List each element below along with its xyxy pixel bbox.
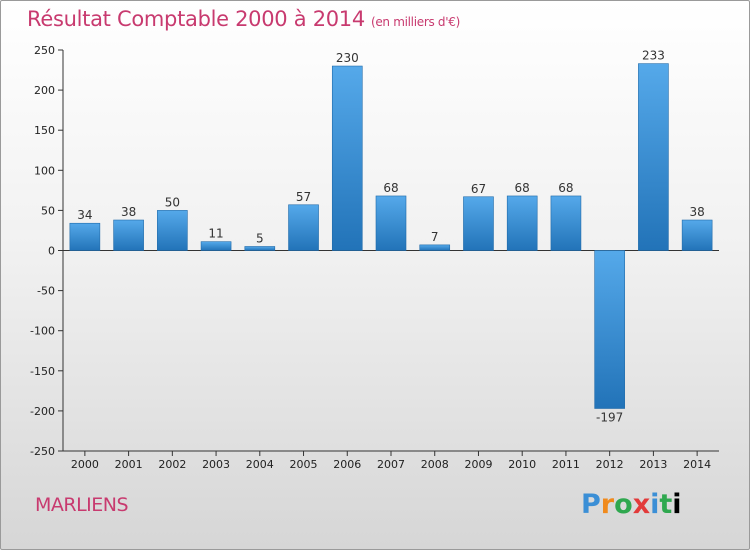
x-tick-label: 2009	[464, 458, 492, 471]
bar-2009	[463, 196, 494, 251]
proxiti-logo: Proxiti	[581, 489, 682, 520]
bar-2004	[244, 246, 276, 251]
chart-title-text: Résultat Comptable 2000 à 2014	[27, 7, 365, 31]
y-tick-label: -200	[30, 405, 55, 418]
bar-2010	[506, 195, 538, 251]
chart-bars	[69, 63, 713, 409]
x-tick-label: 2004	[246, 458, 274, 471]
bar-2013	[638, 63, 669, 251]
value-label: 233	[642, 49, 665, 63]
bar-2014	[681, 219, 713, 251]
brand-letter: i	[672, 489, 682, 520]
bar-2003	[200, 241, 232, 251]
value-label: 38	[689, 205, 704, 219]
bar-2006	[331, 65, 363, 251]
x-tick-label: 2014	[683, 458, 711, 471]
x-tick-label: 2005	[290, 458, 318, 471]
value-label: -197	[596, 410, 623, 424]
bar-2011	[550, 195, 582, 251]
bar-2008	[419, 244, 451, 251]
bar-2012	[594, 250, 625, 409]
x-tick-label: 2006	[333, 458, 361, 471]
brand-letter: P	[581, 489, 601, 520]
y-tick-label: 0	[48, 245, 55, 258]
value-label: 68	[558, 181, 573, 195]
chart-subtitle: (en milliers d'€)	[370, 15, 460, 29]
x-tick-label: 2007	[377, 458, 405, 471]
x-tick-label: 2011	[552, 458, 580, 471]
brand-letter: x	[632, 489, 651, 520]
y-tick-label: 100	[34, 164, 55, 177]
y-tick-label: 200	[34, 84, 55, 97]
bar-2002	[157, 210, 188, 251]
town-name: MARLIENS	[35, 494, 129, 516]
value-label: 7	[431, 230, 439, 244]
bar-2001	[113, 219, 144, 251]
x-tick-label: 2001	[115, 458, 143, 471]
y-tick-label: -150	[30, 365, 55, 378]
value-label: 230	[336, 51, 359, 65]
value-label: 34	[77, 208, 92, 222]
bar-2005	[288, 204, 319, 251]
y-tick-label: -50	[37, 285, 55, 298]
y-tick-label: 250	[34, 44, 55, 57]
y-tick-label: 150	[34, 124, 55, 137]
x-tick-label: 2008	[421, 458, 449, 471]
bar-2007	[375, 195, 407, 251]
brand-letter: t	[659, 489, 673, 520]
brand-letter: r	[600, 489, 615, 520]
value-label: 50	[165, 195, 180, 209]
x-tick-label: 2012	[596, 458, 624, 471]
chart-value-labels: 34 38 50 11 5 57 230 68 7 67 68 68 -197 233 38	[77, 49, 705, 425]
x-tick-label: 2003	[202, 458, 230, 471]
x-tick-label: 2002	[158, 458, 186, 471]
value-label: 38	[121, 205, 136, 219]
x-tick-label: 2010	[508, 458, 536, 471]
value-label: 11	[208, 227, 223, 241]
chart-title: Résultat Comptable 2000 à 2014 (en millie…	[27, 7, 460, 31]
y-tick-label: -100	[30, 325, 55, 338]
value-label: 67	[471, 182, 486, 196]
value-label: 68	[515, 181, 530, 195]
value-label: 68	[383, 181, 398, 195]
y-tick-label: 50	[41, 204, 55, 217]
brand-letter: i	[650, 489, 660, 520]
x-tick-label: 2000	[71, 458, 99, 471]
x-tick-label: 2013	[639, 458, 667, 471]
value-label: 5	[256, 231, 264, 245]
brand-letter: o	[614, 489, 633, 520]
bar-2000	[69, 222, 101, 251]
y-tick-label: -250	[30, 445, 55, 458]
value-label: 57	[296, 190, 311, 204]
